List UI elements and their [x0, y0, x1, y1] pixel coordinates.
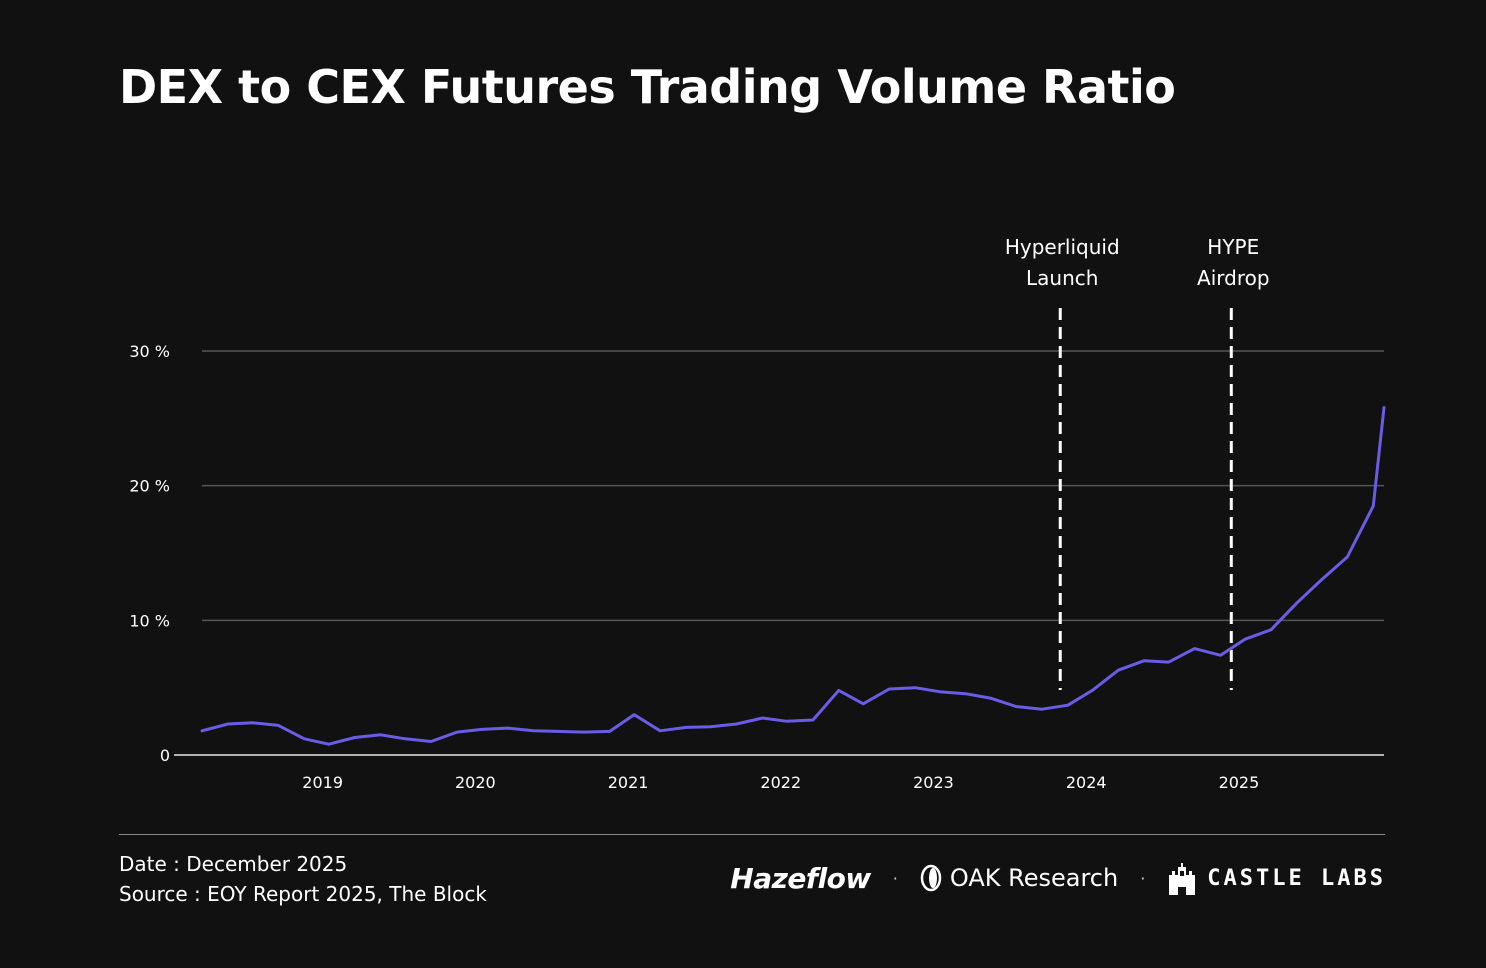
logo-separator: ·: [1140, 868, 1146, 888]
x-tick-label: 2025: [1219, 773, 1260, 792]
annotation-label: Airdrop: [1197, 266, 1270, 290]
x-axis-ticks: 2019 2020 2021 2022 2023 2024 2025: [302, 773, 1259, 792]
annotation-label: Hyperliquid: [1005, 235, 1120, 259]
x-tick-label: 2024: [1066, 773, 1107, 792]
date-note: Date : December 2025: [119, 852, 348, 876]
y-axis-ticks: 0 10 % 20 % 30 %: [129, 342, 170, 765]
oak-research-label: OAK Research: [949, 864, 1119, 892]
y-tick-label: 0: [160, 746, 170, 765]
footer-divider: [119, 834, 1385, 835]
castle-labs-label: CASTLE LABS: [1207, 865, 1386, 891]
event-annotations: Hyperliquid Launch HYPE Airdrop: [1005, 235, 1270, 690]
x-tick-label: 2022: [760, 773, 801, 792]
line-chart: 010 %20 %30 % 2019 2020 2021 2022 2023 2024 20…: [129, 235, 1386, 792]
annotation-label: Launch: [1026, 266, 1098, 290]
logo-separator: ·: [892, 868, 898, 888]
annotation-label: HYPE: [1207, 235, 1259, 259]
x-tick-label: 2021: [608, 773, 649, 792]
series-layer: [200, 406, 1386, 746]
oak-research-logo: OAK Research: [920, 864, 1118, 892]
y-tick-label: 20 %: [129, 477, 170, 496]
x-tick-label: 2020: [455, 773, 496, 792]
x-tick-label: 2023: [913, 773, 954, 792]
hazeflow-logo: Hazeflow: [730, 861, 871, 895]
partner-logos: Hazeflow · OAK Research · CASTLE LABS: [730, 858, 1386, 898]
source-note: Source : EOY Report 2025, The Block: [119, 882, 487, 906]
y-tick-label: 10 %: [129, 611, 170, 630]
castle-labs-logo: CASTLE LABS: [1167, 861, 1386, 895]
chart-title: DEX to CEX Futures Trading Volume Ratio: [119, 60, 1176, 114]
oak-leaf-icon: [920, 864, 942, 892]
ratio-series-line: [200, 406, 1386, 746]
castle-icon: [1169, 863, 1196, 895]
y-tick-label: 30 %: [129, 342, 170, 361]
x-tick-label: 2019: [302, 773, 343, 792]
grid-lines: [174, 350, 1384, 756]
